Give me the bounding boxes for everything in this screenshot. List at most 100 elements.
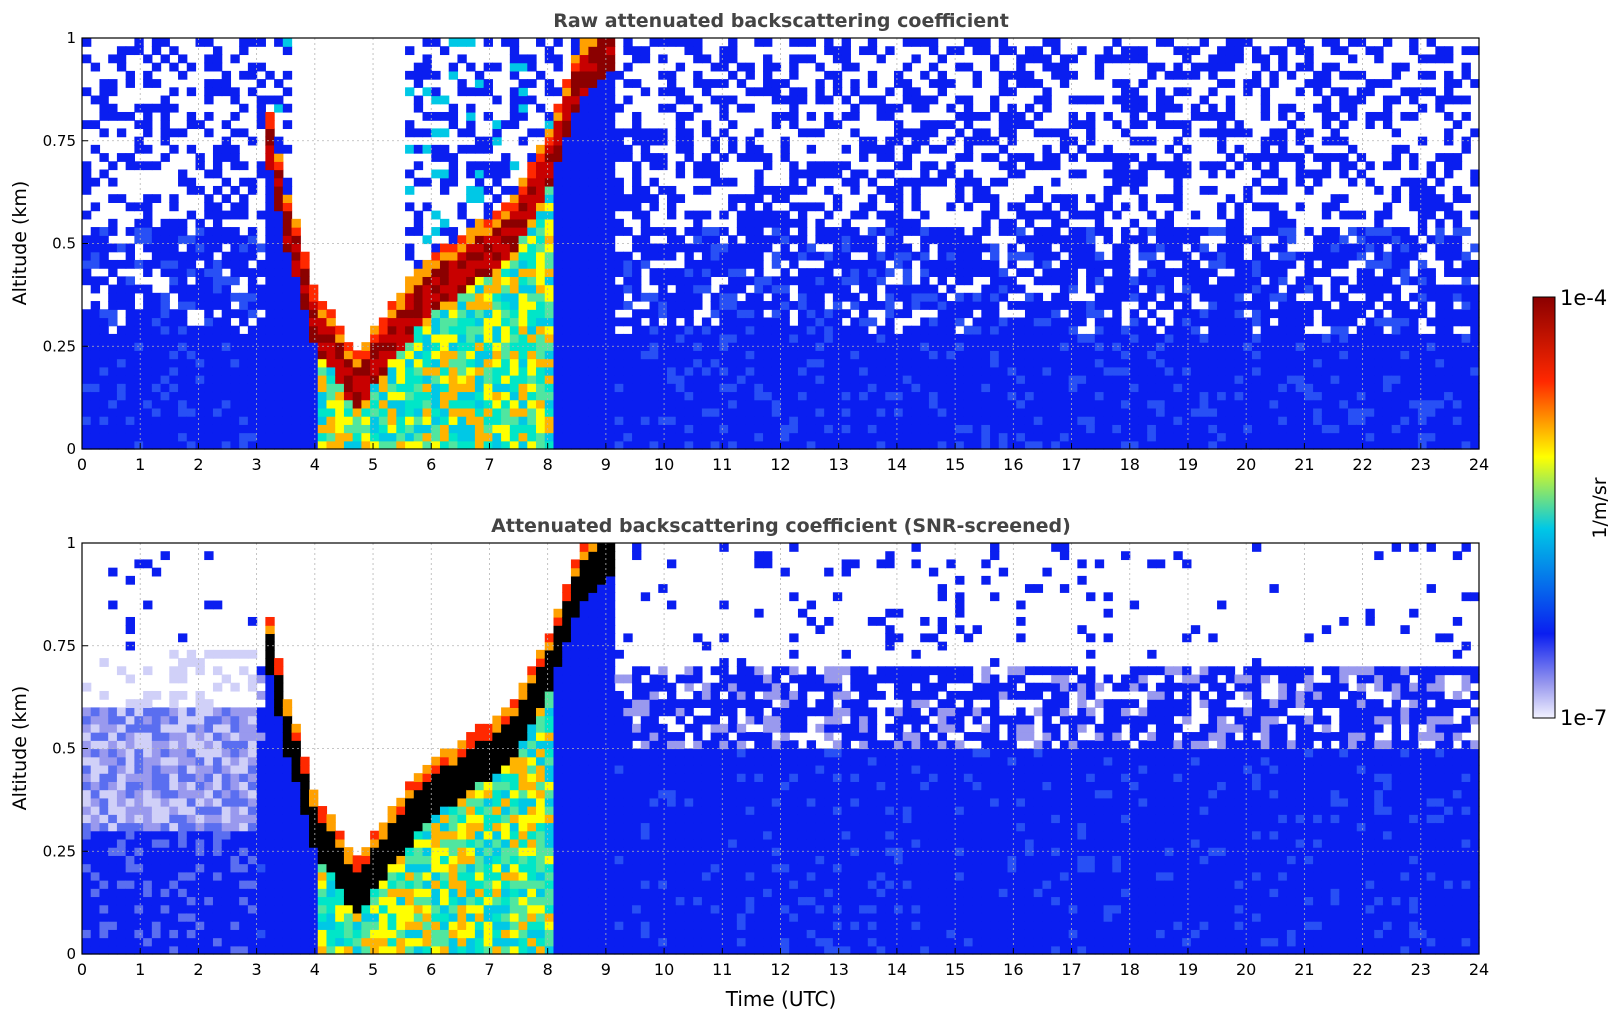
heat-cell bbox=[998, 407, 1009, 417]
heat-cell bbox=[894, 251, 904, 261]
heat-cell bbox=[501, 424, 511, 434]
heat-cell bbox=[1286, 103, 1297, 113]
heat-cell bbox=[754, 227, 764, 236]
heat-cell bbox=[536, 399, 546, 409]
heat-cell bbox=[265, 350, 275, 360]
heat-cell bbox=[335, 358, 345, 368]
heat-cell bbox=[1112, 391, 1122, 401]
heat-cell bbox=[143, 383, 153, 393]
heat-cell bbox=[1129, 153, 1140, 162]
heat-cell bbox=[1356, 366, 1367, 376]
heat-cell bbox=[1286, 153, 1297, 162]
heat-cell bbox=[579, 38, 590, 47]
heat-cell bbox=[597, 120, 607, 130]
heat-cell bbox=[588, 350, 598, 360]
heat-cell bbox=[754, 391, 764, 401]
heat-cell bbox=[850, 317, 860, 327]
heat-cell bbox=[937, 309, 947, 319]
heat-cell bbox=[806, 432, 817, 442]
heat-cell bbox=[1251, 70, 1262, 80]
panel-raw: Raw attenuated backscattering coefficien… bbox=[9, 10, 1489, 474]
heat-cell bbox=[649, 424, 659, 434]
heat-cell bbox=[413, 276, 424, 286]
heat-cell bbox=[780, 383, 790, 393]
heat-cell bbox=[1286, 309, 1297, 319]
heat-cell bbox=[701, 342, 712, 351]
heat-cell bbox=[710, 169, 720, 179]
heat-cell bbox=[754, 292, 764, 302]
heat-cell bbox=[509, 301, 520, 310]
heat-cell bbox=[518, 79, 528, 88]
heat-cell bbox=[1051, 218, 1061, 228]
heat-cell bbox=[212, 185, 223, 195]
heat-cell bbox=[169, 243, 179, 253]
heat-cell bbox=[544, 185, 555, 195]
heat-cell bbox=[911, 391, 921, 401]
heat-cell bbox=[483, 169, 493, 179]
heat-cell bbox=[300, 292, 310, 302]
heat-cell bbox=[850, 210, 860, 220]
heat-cell bbox=[466, 342, 476, 351]
heat-cell bbox=[483, 243, 493, 253]
heat-cell bbox=[282, 251, 293, 261]
heat-cell bbox=[509, 358, 520, 368]
heat-cell bbox=[413, 432, 424, 442]
heat-cell bbox=[894, 161, 904, 171]
heat-cell bbox=[431, 111, 441, 121]
heat-cell bbox=[492, 325, 502, 335]
heat-cell bbox=[728, 424, 738, 434]
heat-cell bbox=[151, 38, 162, 47]
heat-cell bbox=[832, 79, 843, 88]
heat-cell bbox=[579, 251, 590, 261]
heat-cell bbox=[614, 144, 624, 154]
heat-cell bbox=[632, 210, 642, 220]
heat-cell bbox=[824, 440, 834, 450]
heat-cell bbox=[972, 227, 982, 236]
heat-cell bbox=[518, 95, 528, 105]
heat-cell bbox=[483, 62, 493, 72]
heat-cell bbox=[1234, 218, 1244, 228]
heat-cell bbox=[605, 391, 616, 401]
heat-cell bbox=[684, 366, 694, 376]
heat-cell bbox=[1339, 325, 1349, 335]
heat-cell bbox=[256, 284, 266, 294]
heat-cell bbox=[728, 177, 738, 187]
heat-cell bbox=[789, 407, 799, 417]
heat-cell bbox=[99, 95, 109, 105]
heat-cell bbox=[492, 375, 502, 384]
heat-cell bbox=[579, 366, 590, 376]
heat-cell bbox=[1278, 218, 1288, 228]
heat-cell bbox=[728, 416, 738, 425]
heat-cell bbox=[1356, 87, 1367, 97]
heat-cell bbox=[309, 366, 319, 376]
heat-cell bbox=[108, 292, 118, 302]
heat-cell bbox=[675, 120, 686, 130]
heat-cell bbox=[885, 309, 895, 319]
heat-cell bbox=[204, 194, 214, 203]
heat-cell bbox=[763, 416, 773, 425]
heat-cell bbox=[169, 333, 179, 343]
heat-cell bbox=[588, 202, 598, 212]
heat-cell bbox=[570, 153, 581, 162]
heat-cell bbox=[1042, 325, 1052, 335]
heat-cell bbox=[1190, 432, 1201, 442]
heat-cell bbox=[247, 333, 258, 343]
heat-cell bbox=[841, 46, 851, 56]
heat-cell bbox=[169, 432, 179, 442]
heat-cell bbox=[413, 407, 424, 417]
heat-cell bbox=[562, 391, 572, 401]
heat-cell bbox=[588, 62, 598, 72]
heat-cell bbox=[824, 210, 834, 220]
heat-cell bbox=[955, 243, 965, 253]
heat-cell bbox=[1112, 342, 1122, 351]
heat-cell bbox=[710, 268, 720, 277]
heat-cell bbox=[422, 62, 432, 72]
heat-cell bbox=[1217, 325, 1227, 335]
heat-cell bbox=[282, 333, 293, 343]
heat-cell bbox=[841, 38, 851, 47]
heat-cell bbox=[649, 202, 659, 212]
heat-cell bbox=[745, 194, 755, 203]
heat-cell bbox=[247, 407, 258, 417]
heat-cell bbox=[815, 284, 825, 294]
heat-cell bbox=[518, 87, 528, 97]
